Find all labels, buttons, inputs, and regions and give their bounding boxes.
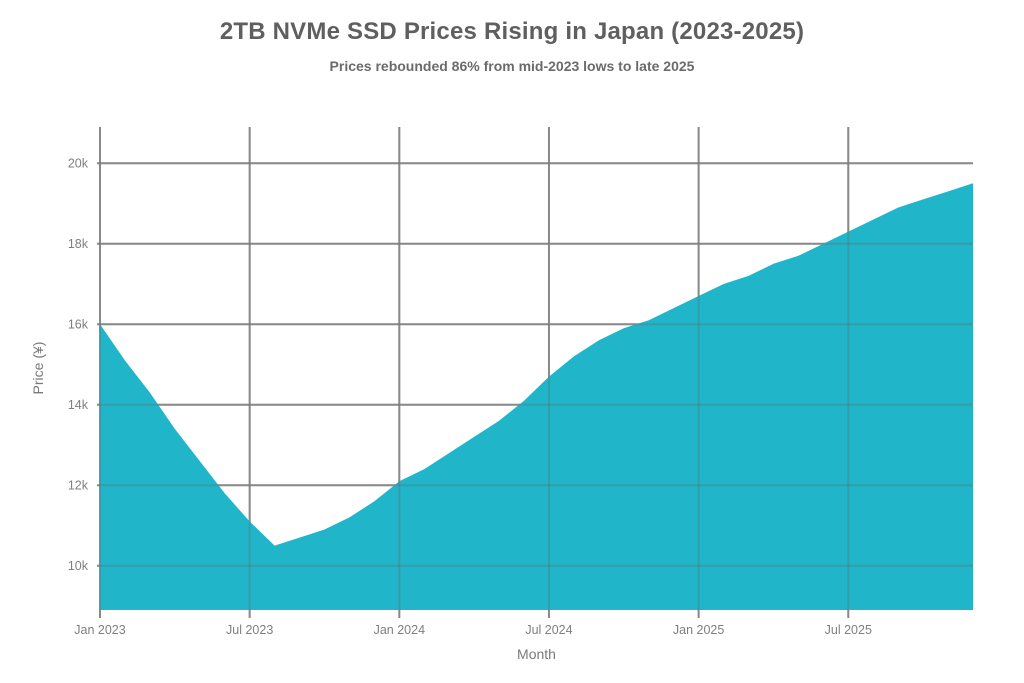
x-tick-label: Jul 2024 (525, 623, 572, 637)
y-tick-label: 14k (68, 398, 89, 412)
chart-title: 2TB NVMe SSD Prices Rising in Japan (202… (219, 18, 805, 45)
x-tick-label: Jan 2024 (374, 623, 425, 637)
y-tick-label: 10k (68, 559, 89, 573)
y-axis-title: Price (¥) (30, 341, 46, 395)
y-tick-label: 20k (68, 157, 89, 171)
chart-subtitle: Prices rebounded 86% from mid-2023 lows … (329, 58, 695, 74)
price-area-series (100, 183, 973, 611)
y-tick-label: 18k (68, 237, 89, 251)
y-tick-label: 16k (68, 318, 89, 332)
x-tick-label: Jan 2025 (673, 623, 724, 637)
y-tick-label: 12k (68, 479, 89, 493)
x-tick-label: Jul 2023 (226, 623, 273, 637)
x-axis-title: Month (517, 646, 556, 662)
x-tick-label: Jul 2025 (825, 623, 872, 637)
x-tick-label: Jan 2023 (74, 623, 125, 637)
